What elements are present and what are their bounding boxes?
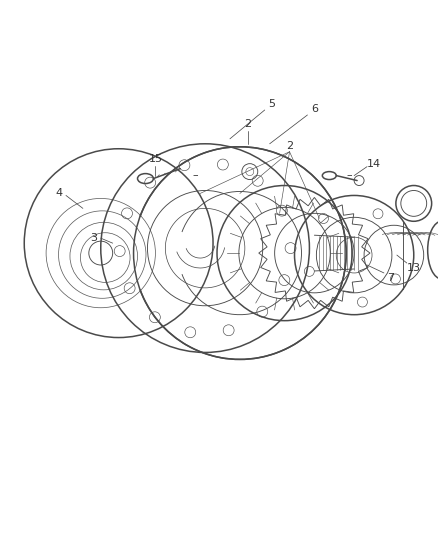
Text: –: – (192, 171, 198, 181)
Text: 13: 13 (406, 263, 420, 273)
Text: 15: 15 (148, 154, 162, 164)
Text: 2: 2 (244, 119, 251, 129)
Text: –: – (346, 171, 351, 181)
Text: 5: 5 (268, 99, 275, 109)
Text: 14: 14 (366, 159, 380, 168)
Text: 4: 4 (55, 189, 63, 198)
Text: 7: 7 (386, 273, 394, 283)
Text: 2: 2 (285, 141, 293, 151)
Text: 3: 3 (90, 233, 97, 243)
Text: 6: 6 (310, 104, 317, 114)
